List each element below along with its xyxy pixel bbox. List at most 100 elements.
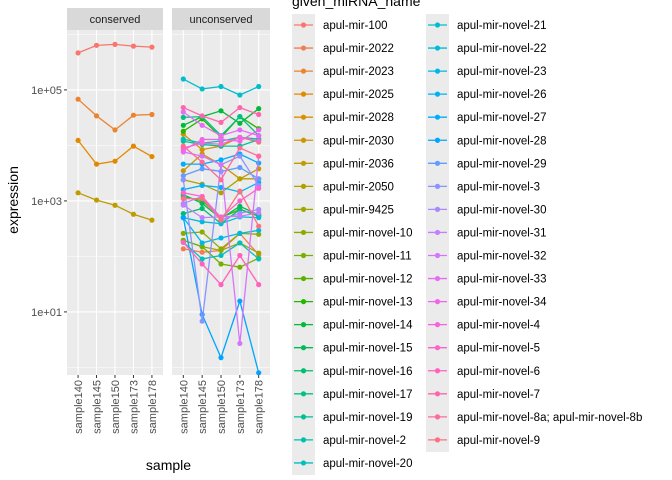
data-point bbox=[130, 112, 137, 118]
data-point bbox=[180, 161, 186, 167]
data-point bbox=[180, 122, 186, 128]
legend-item: apul-mir-novel-33 bbox=[428, 274, 546, 286]
legend-key-point bbox=[434, 137, 441, 143]
series-apul-mir-novel-6 bbox=[180, 239, 262, 288]
x-tick-label: sample178 bbox=[254, 380, 266, 434]
legend-title: given_miRNA_name bbox=[292, 0, 421, 9]
legend-key-point bbox=[300, 183, 307, 189]
legend-label: apul-mir-novel-7 bbox=[457, 389, 540, 401]
legend-item: apul-mir-2025 bbox=[294, 89, 394, 101]
legend-item: apul-mir-novel-20 bbox=[294, 458, 412, 470]
data-point bbox=[256, 106, 262, 112]
legend-label: apul-mir-novel-29 bbox=[457, 158, 546, 170]
legend-key-point bbox=[434, 22, 441, 28]
series-apul-mir-novel-21 bbox=[180, 76, 262, 98]
data-point bbox=[130, 143, 137, 149]
legend-item: apul-mir-2030 bbox=[294, 135, 394, 147]
data-point bbox=[199, 122, 205, 128]
data-point bbox=[218, 133, 224, 139]
x-tick-label: sample150 bbox=[110, 380, 122, 434]
data-point bbox=[237, 298, 243, 304]
legend-key-point bbox=[434, 183, 441, 189]
legend-key-point bbox=[434, 437, 441, 443]
legend-item: apul-mir-novel-9 bbox=[428, 435, 540, 447]
legend-key-point bbox=[434, 275, 441, 282]
legend-item: apul-mir-novel-23 bbox=[428, 66, 546, 78]
legend-key-point bbox=[434, 252, 441, 259]
legend-key-point bbox=[434, 368, 441, 374]
data-point bbox=[256, 215, 262, 221]
legend-label: apul-mir-novel-14 bbox=[323, 320, 413, 332]
legend-label: apul-mir-novel-20 bbox=[323, 458, 412, 470]
data-point bbox=[199, 153, 205, 159]
legend-label: apul-mir-novel-17 bbox=[323, 389, 412, 401]
legend-item: apul-mir-novel-6 bbox=[428, 366, 540, 378]
y-tick-label: 1e+05 bbox=[31, 85, 62, 97]
data-point bbox=[218, 252, 224, 259]
legend-item: apul-mir-2036 bbox=[294, 158, 394, 170]
data-point bbox=[199, 166, 205, 172]
data-point bbox=[218, 177, 224, 183]
data-point bbox=[218, 136, 224, 143]
series-apul-mir-novel-33 bbox=[180, 109, 262, 139]
series-apul-mir-novel-7 bbox=[180, 104, 262, 125]
legend-key-point bbox=[300, 299, 307, 305]
data-point bbox=[218, 190, 224, 196]
legend-label: apul-mir-2028 bbox=[323, 112, 394, 124]
facet-strip-label: unconserved bbox=[190, 14, 253, 26]
legend-item: apul-mir-novel-12 bbox=[294, 274, 412, 286]
legend-key-point bbox=[300, 68, 307, 74]
legend-label: apul-mir-novel-28 bbox=[457, 135, 546, 147]
legend-item: apul-mir-novel-30 bbox=[428, 204, 546, 216]
data-point bbox=[75, 50, 81, 56]
legend-key-point bbox=[300, 114, 307, 120]
y-tick-label: 1e+01 bbox=[31, 307, 62, 319]
data-point bbox=[112, 202, 118, 208]
legend-item: apul-mir-novel-4 bbox=[428, 320, 541, 332]
legend-label: apul-mir-novel-9 bbox=[457, 435, 540, 447]
data-point bbox=[180, 128, 186, 134]
legend-label: apul-mir-novel-34 bbox=[457, 297, 547, 309]
data-point bbox=[149, 111, 155, 118]
legend-item: apul-mir-novel-3 bbox=[428, 181, 540, 193]
legend-key-point bbox=[300, 206, 307, 212]
legend-label: apul-mir-novel-12 bbox=[323, 274, 412, 286]
series-apul-mir-2023 bbox=[75, 96, 155, 133]
legend-key-point bbox=[300, 275, 307, 282]
data-point bbox=[149, 44, 155, 50]
legend-label: apul-mir-novel-19 bbox=[323, 412, 412, 424]
legend-item: apul-mir-novel-31 bbox=[428, 227, 546, 239]
legend-item: apul-mir-novel-26 bbox=[428, 89, 546, 101]
data-point bbox=[180, 202, 186, 208]
legend-label: apul-mir-novel-30 bbox=[457, 204, 546, 216]
legend-item: apul-mir-2022 bbox=[294, 43, 394, 55]
x-tick-label: sample173 bbox=[235, 380, 247, 434]
data-point bbox=[237, 92, 243, 98]
legend-key-point bbox=[434, 345, 441, 351]
legend-item: apul-mir-novel-27 bbox=[428, 112, 546, 124]
legend-label: apul-mir-novel-15 bbox=[323, 343, 412, 355]
legend-item: apul-mir-novel-28 bbox=[428, 135, 546, 147]
legend-label: apul-mir-novel-11 bbox=[323, 251, 412, 263]
legend-key-point bbox=[300, 160, 307, 166]
data-point bbox=[256, 223, 262, 229]
legend-item: apul-mir-novel-15 bbox=[294, 343, 412, 355]
legend-label: apul-mir-novel-16 bbox=[323, 366, 412, 378]
data-point bbox=[256, 282, 262, 288]
data-point bbox=[199, 200, 205, 207]
data-point bbox=[256, 111, 262, 118]
legend-item: apul-mir-novel-19 bbox=[294, 412, 412, 424]
legend-key-point bbox=[434, 114, 441, 120]
data-point bbox=[199, 256, 205, 262]
data-point bbox=[199, 113, 205, 119]
legend-label: apul-mir-novel-33 bbox=[457, 274, 546, 286]
legend-key-point bbox=[300, 252, 307, 259]
series-apul-mir-2025 bbox=[75, 137, 155, 167]
data-point bbox=[180, 246, 186, 252]
data-point bbox=[256, 138, 262, 144]
legend-item: apul-mir-9425 bbox=[294, 204, 394, 216]
legend-key-point bbox=[300, 45, 307, 51]
legend-key-point bbox=[300, 414, 307, 420]
facet-strip bbox=[67, 8, 163, 30]
data-point bbox=[199, 244, 205, 250]
